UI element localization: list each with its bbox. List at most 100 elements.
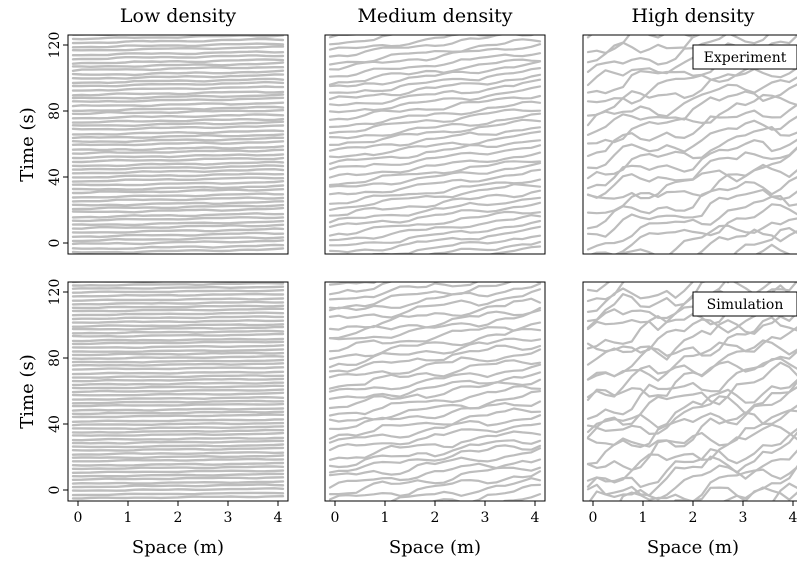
trajectory-line	[71, 96, 285, 103]
x-tick-label: 2	[174, 510, 183, 526]
trajectory-line	[71, 483, 285, 489]
trajectory-line	[71, 216, 285, 223]
panel-frame	[324, 34, 546, 255]
trajectory-line	[328, 178, 542, 205]
x-axis-label: Space (m)	[389, 537, 481, 558]
trajectory-line	[71, 236, 285, 243]
trajectory-line	[71, 54, 285, 61]
x-tick-label: 0	[74, 510, 83, 526]
trajectory-line	[71, 239, 285, 246]
trajectory-line	[328, 400, 542, 431]
x-tick-label: 4	[789, 510, 797, 526]
trajectory-line	[71, 421, 285, 427]
trajectory-line	[328, 225, 542, 254]
x-tick-label: 0	[331, 510, 340, 526]
trajectory-line	[328, 168, 542, 196]
trajectory-line	[71, 153, 285, 160]
y-tick-label: 40	[47, 415, 63, 433]
trajectory-line	[71, 446, 285, 452]
trajectory-line	[71, 203, 285, 211]
trajectory-line	[71, 35, 285, 41]
trajectory-line	[619, 465, 797, 501]
trajectory-line	[71, 304, 285, 310]
trajectory-line	[71, 297, 285, 302]
trajectory-line	[71, 105, 285, 113]
x-tick-label: 4	[531, 510, 540, 526]
panel-trajectories	[586, 282, 797, 501]
trajectory-line	[586, 125, 797, 180]
trajectory-line	[71, 487, 285, 492]
trajectory-line	[71, 396, 285, 401]
trajectory-line	[328, 144, 542, 171]
trajectory-line	[328, 94, 542, 121]
trajectory-line	[71, 465, 285, 471]
trajectory-line	[328, 60, 542, 88]
trajectory-line	[71, 77, 285, 85]
trajectory-line	[71, 457, 285, 463]
trajectory-line	[71, 325, 285, 331]
trajectory-line	[328, 422, 542, 452]
trajectory-line	[71, 90, 285, 97]
trajectory-line	[328, 348, 542, 379]
y-tick-label: 80	[47, 349, 63, 367]
panel-trajectories	[328, 282, 542, 501]
trajectory-line	[328, 385, 542, 417]
trajectory-line	[586, 380, 797, 439]
trajectory-line	[328, 470, 542, 501]
trajectory-line	[586, 316, 797, 381]
trajectory-line	[71, 212, 285, 219]
x-axis-label: Space (m)	[132, 537, 224, 558]
trajectory-line	[586, 386, 797, 449]
trajectory-line	[328, 35, 396, 46]
trajectory-line	[586, 76, 797, 127]
trajectory-line	[586, 83, 797, 136]
trajectory-line	[586, 188, 797, 238]
column-title: Low density	[120, 5, 236, 27]
trajectory-line	[586, 115, 797, 170]
trajectory-line	[71, 410, 285, 416]
trajectory-line	[71, 402, 285, 408]
trajectory-line	[328, 108, 542, 135]
trajectory-line	[328, 414, 542, 444]
trajectory-line	[71, 156, 285, 164]
trajectory-line	[71, 196, 285, 203]
trajectory-line	[71, 176, 285, 183]
trajectory-line	[71, 418, 285, 423]
trajectory-line	[71, 443, 285, 449]
trajectory-line	[71, 187, 285, 195]
x-tick-label: 1	[639, 510, 648, 526]
trajectory-line	[71, 69, 285, 77]
trajectory-line	[71, 247, 285, 254]
trajectory-line	[71, 179, 285, 187]
trajectory-line	[71, 332, 285, 338]
trajectory-line	[673, 464, 797, 501]
trajectory-line	[696, 228, 797, 254]
trajectory-line	[586, 93, 797, 145]
trajectory-line	[328, 130, 542, 159]
trajectory-line	[71, 219, 285, 227]
trajectory-line	[328, 337, 542, 369]
trajectory-line	[71, 200, 285, 207]
trajectory-line	[71, 85, 285, 92]
trajectory-line	[328, 151, 542, 179]
trajectory-line	[71, 315, 285, 321]
trajectory-line	[71, 140, 285, 147]
trajectory-line	[71, 340, 285, 346]
x-tick-label: 1	[381, 510, 390, 526]
trajectory-line	[71, 388, 285, 394]
trajectory-line	[71, 366, 285, 371]
trajectory-line	[71, 35, 126, 36]
trajectory-line	[71, 384, 285, 390]
trajectory-line	[71, 129, 285, 136]
panel-trajectories	[71, 282, 285, 500]
trajectory-line	[71, 136, 285, 144]
trajectory-line	[71, 80, 285, 88]
trajectory-line	[328, 363, 542, 393]
trajectory-line	[71, 243, 285, 251]
trajectory-line	[328, 183, 542, 211]
trajectory-line	[71, 184, 285, 191]
trajectory-line	[586, 423, 797, 488]
trajectory-line	[71, 319, 285, 324]
trajectory-line	[71, 282, 285, 287]
trajectory-line	[71, 358, 285, 364]
